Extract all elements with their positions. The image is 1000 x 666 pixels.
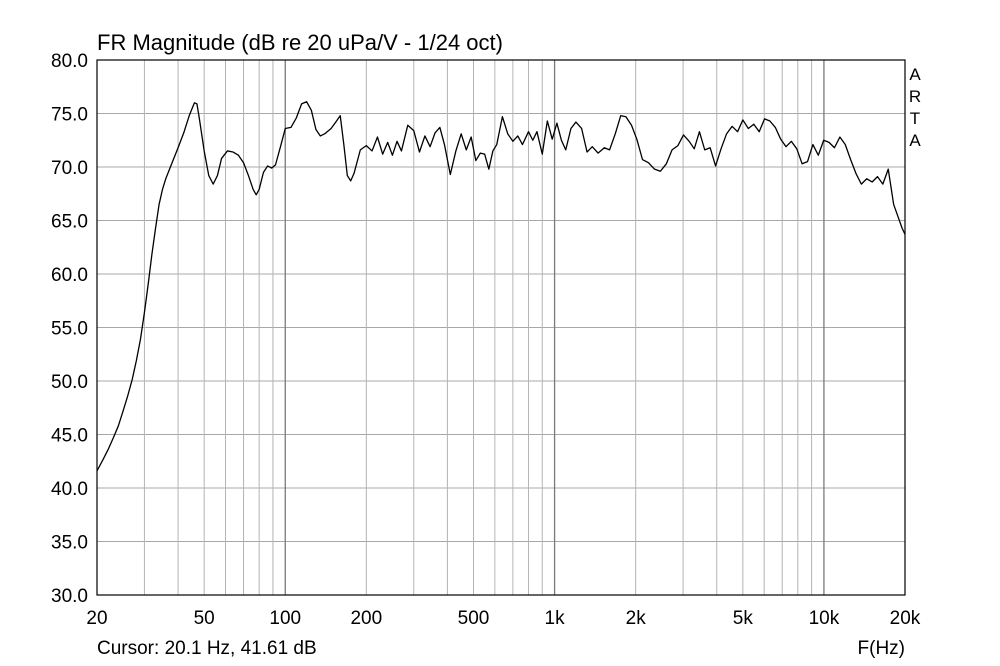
x-tick-label: 10k — [809, 608, 840, 629]
y-tick-label: 75.0 — [51, 105, 88, 126]
y-tick-label: 35.0 — [51, 533, 88, 554]
x-tick-label: 2k — [626, 608, 647, 629]
chart-title: FR Magnitude (dB re 20 uPa/V - 1/24 oct) — [97, 30, 503, 55]
y-axis-tick-labels: 30.0 35.0 40.0 45.0 50.0 55.0 60.0 65.0 70.0 75.0… — [51, 51, 88, 607]
brand-letter: A — [909, 65, 921, 84]
cursor-readout: Cursor: 20.1 Hz, 41.61 dB — [97, 638, 317, 659]
y-tick-label: 55.0 — [51, 319, 88, 340]
x-axis-tick-labels: 20 50 100 200 500 1k 2k 5k 10k 20k — [86, 608, 920, 629]
y-tick-label: 65.0 — [51, 212, 88, 233]
brand-letter: T — [910, 109, 920, 128]
y-tick-label: 70.0 — [51, 158, 88, 179]
y-tick-label: 60.0 — [51, 265, 88, 286]
x-tick-label: 200 — [350, 608, 382, 629]
plot-frame — [96, 59, 906, 596]
y-tick-label: 45.0 — [51, 426, 88, 447]
x-tick-label: 5k — [733, 608, 754, 629]
y-tick-label: 40.0 — [51, 479, 88, 500]
x-tick-label: 1k — [545, 608, 566, 629]
y-tick-label: 50.0 — [51, 372, 88, 393]
brand-letter: A — [909, 131, 921, 150]
grid-lines — [97, 60, 905, 595]
y-tick-label: 30.0 — [51, 586, 88, 607]
x-tick-label: 20k — [890, 608, 921, 629]
y-tick-label: 80.0 — [51, 51, 88, 72]
x-axis-label: F(Hz) — [858, 638, 905, 659]
x-tick-label: 100 — [269, 608, 301, 629]
x-tick-label: 20 — [86, 608, 107, 629]
x-tick-label: 500 — [458, 608, 490, 629]
x-tick-label: 50 — [194, 608, 215, 629]
brand-letter: R — [909, 87, 921, 106]
series-line-magnitude — [96, 101, 906, 472]
